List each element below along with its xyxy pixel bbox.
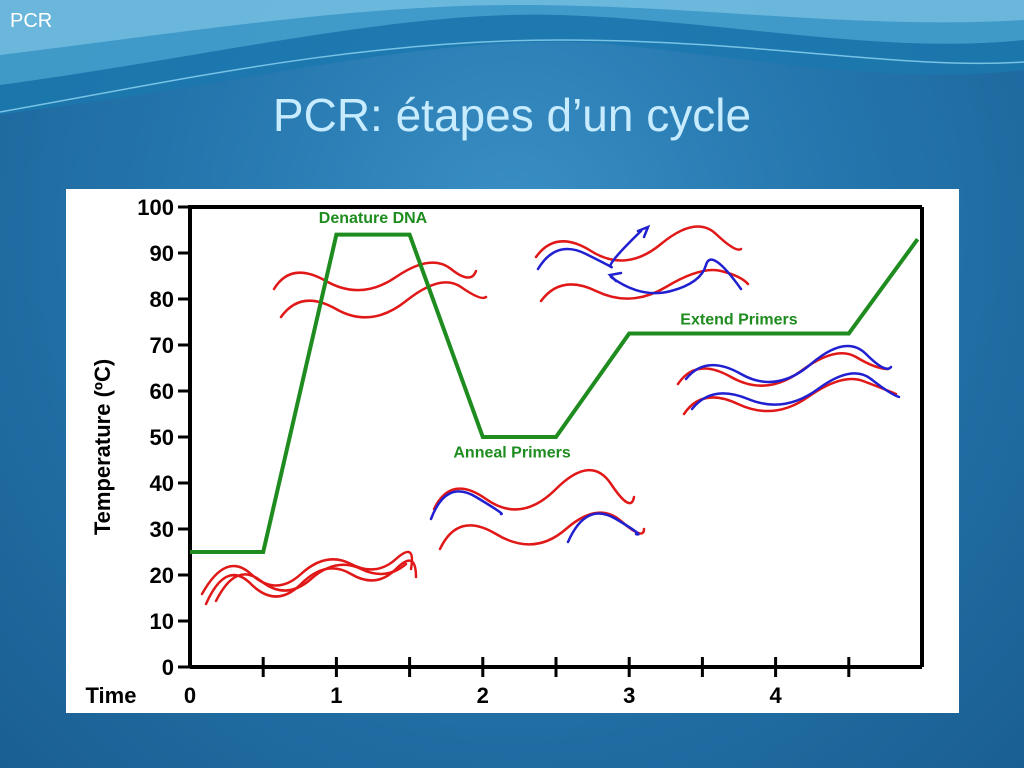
dna-extended-strands-icon (676, 344, 901, 416)
y-tick-label: 60 (150, 379, 174, 404)
y-tick-label: 100 (137, 195, 174, 220)
x-tick-label: 3 (623, 683, 635, 708)
y-tick-label: 0 (162, 655, 174, 680)
dna-denatured-strands-icon (272, 261, 488, 319)
y-tick-label: 70 (150, 333, 174, 358)
step-annotation-label: Anneal Primers (453, 445, 570, 462)
dna-annealed-primers-icon (429, 468, 646, 551)
y-tick-label: 10 (150, 609, 174, 634)
slide-title: PCR: étapes d’un cycle (272, 89, 752, 141)
x-tick-label: 4 (769, 683, 782, 708)
temperature-series-line (190, 232, 920, 554)
y-axis-title: Temperature (ºC) (90, 359, 115, 535)
header-corner-label: PCR (10, 10, 53, 32)
y-tick-label: 20 (150, 563, 174, 588)
dna-extension-start-icon (534, 224, 750, 303)
x-tick-label: 1 (330, 683, 342, 708)
chart-panel: 0 10 20 30 40 50 60 70 80 90 100 0 1 2 3 4 Time Temperatu… (66, 189, 959, 713)
y-tick-label: 40 (150, 471, 174, 496)
x-tick-label: 2 (477, 683, 489, 708)
step-annotation-label: Denature DNA (319, 210, 428, 227)
y-tick-label: 80 (150, 287, 174, 312)
dna-double-strand-icon (200, 550, 418, 606)
y-tick-label: 90 (150, 241, 174, 266)
header-wave-decoration (0, 0, 1024, 115)
y-tick-label: 50 (150, 425, 174, 450)
plot-layer: 0 10 20 30 40 50 60 70 80 90 100 0 1 2 3 4 Time Temperatu… (86, 195, 924, 708)
dna-illustrations (200, 224, 901, 606)
y-tick-label: 30 (150, 517, 174, 542)
step-annotation-label: Extend Primers (680, 311, 797, 328)
pcr-temperature-chart: 0 10 20 30 40 50 60 70 80 90 100 0 1 2 3 4 Time Temperatu… (86, 195, 924, 708)
x-axis-title: Time (86, 683, 137, 708)
x-tick-label: 0 (184, 683, 196, 708)
